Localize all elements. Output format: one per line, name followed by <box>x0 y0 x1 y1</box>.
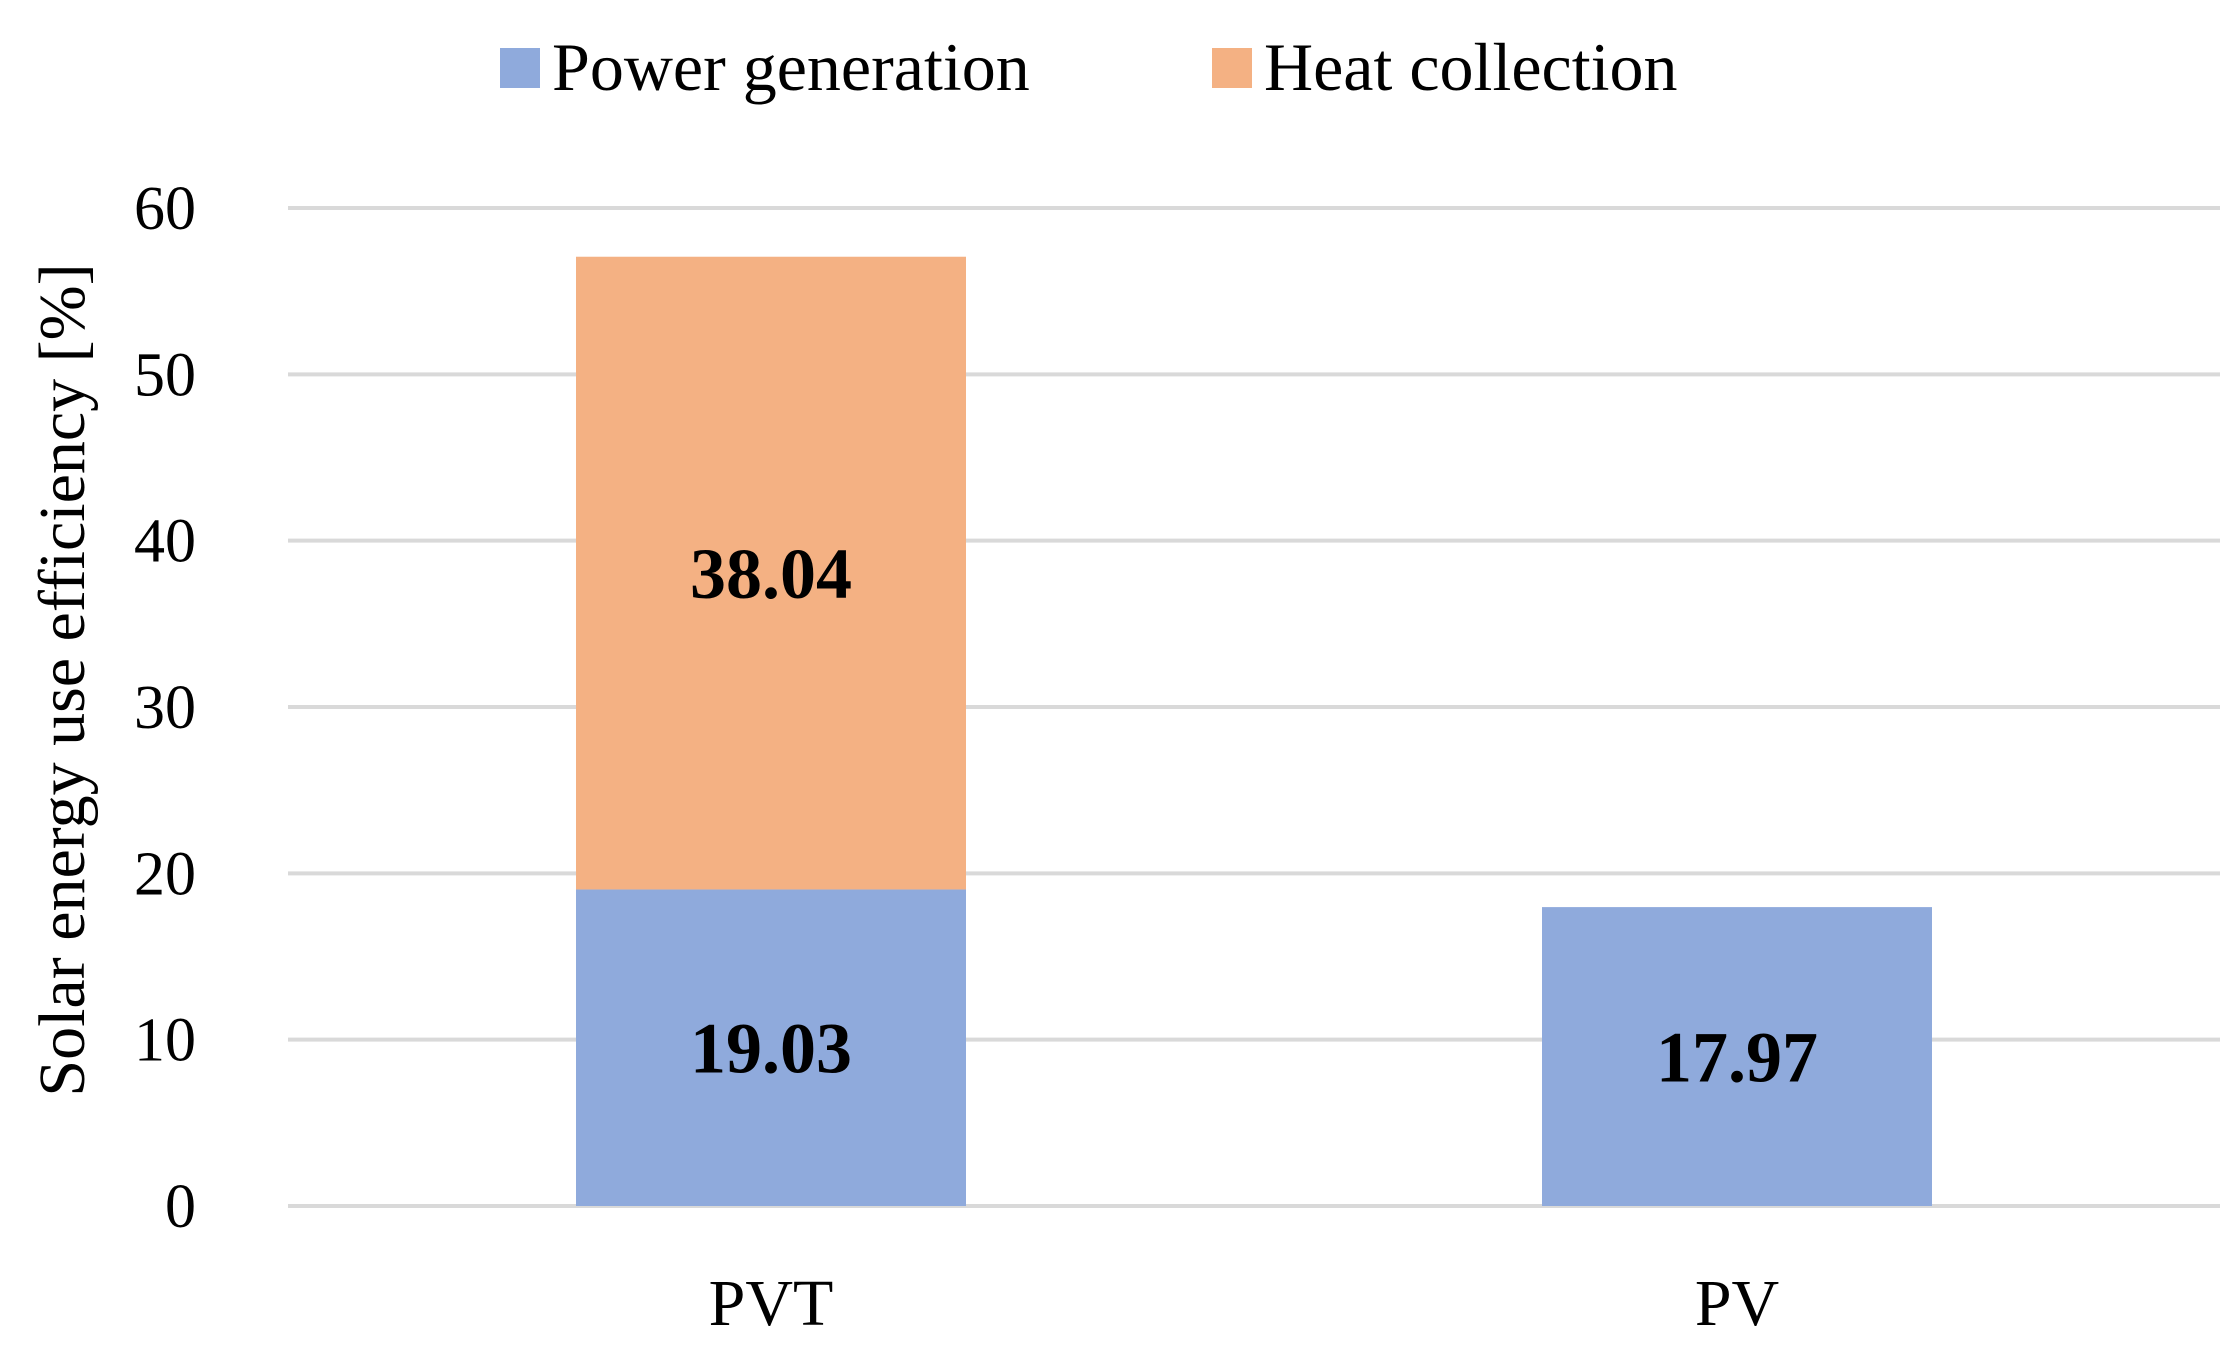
bar-pv-power-generation <box>1542 907 1932 1206</box>
y-tick-label: 20 <box>134 840 196 908</box>
y-tick-label: 50 <box>134 341 196 409</box>
data-label-pvt-heat-collection: 38.04 <box>690 534 852 614</box>
legend-swatch-power-generation <box>500 48 540 88</box>
bars <box>576 256 1932 1206</box>
x-tick-label-pvt: PVT <box>709 1267 834 1340</box>
y-tick-label: 30 <box>134 674 196 742</box>
y-axis-title: Solar energy use efficiency [%] <box>26 263 99 1096</box>
y-tick-label: 10 <box>134 1007 196 1075</box>
x-axis-ticks: PVT PV <box>709 1267 1780 1340</box>
legend: Power generation Heat collection <box>500 29 1677 105</box>
data-labels: 19.03 38.04 17.97 <box>690 534 1818 1097</box>
legend-label-heat-collection: Heat collection <box>1264 29 1677 105</box>
bar-pvt-heat-collection <box>576 256 966 890</box>
x-tick-label-pv: PV <box>1695 1267 1779 1340</box>
legend-swatch-heat-collection <box>1212 48 1252 88</box>
y-tick-label: 60 <box>134 175 196 243</box>
bar-pvt-power-generation <box>576 889 966 1206</box>
data-label-pv-power-generation: 17.97 <box>1656 1018 1818 1098</box>
legend-label-power-generation: Power generation <box>552 29 1030 105</box>
y-axis-ticks: 0 10 20 30 40 50 60 <box>134 175 196 1241</box>
y-tick-label: 0 <box>165 1173 196 1241</box>
y-tick-label: 40 <box>134 508 196 576</box>
data-label-pvt-power-generation: 19.03 <box>690 1009 852 1089</box>
